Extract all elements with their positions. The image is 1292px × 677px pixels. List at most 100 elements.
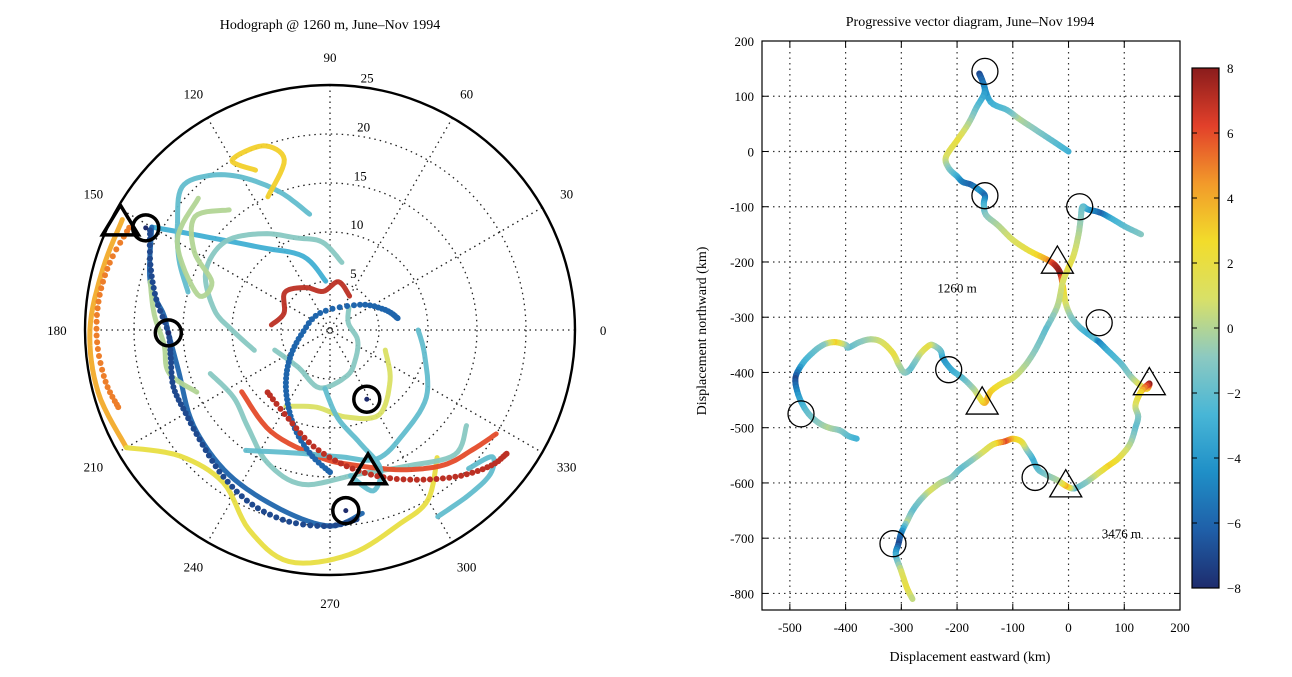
polar-radius-label: 5 xyxy=(350,266,357,281)
hodograph-circle-center xyxy=(364,396,370,402)
hodograph-point xyxy=(322,307,329,314)
colorbar-tick-label: −6 xyxy=(1227,516,1241,531)
hodograph-point xyxy=(168,364,175,371)
hodograph-track xyxy=(202,231,345,353)
pvd-xtick-label: -100 xyxy=(1001,620,1025,635)
hodograph-point xyxy=(216,468,223,475)
hodograph-track xyxy=(87,217,129,451)
hodograph-point xyxy=(157,307,164,314)
hodograph-point xyxy=(96,291,103,298)
hodograph-point xyxy=(102,378,109,385)
hodograph-panel: Hodograph @ 1260 m, June–Nov 1994 0 30 60 9… xyxy=(47,18,606,611)
pvd-xtick-label: -200 xyxy=(945,620,969,635)
polar-angle-label: 90 xyxy=(324,50,337,65)
hodograph-point xyxy=(368,471,374,478)
hodograph-point xyxy=(149,279,156,286)
hodograph-circle-marker xyxy=(352,384,382,414)
hodograph-point xyxy=(229,483,236,490)
hodograph-point xyxy=(196,436,203,443)
hodograph-point xyxy=(282,379,289,386)
pvd-axes-box xyxy=(761,40,1181,611)
hodograph-point xyxy=(269,396,276,403)
hodograph-point xyxy=(104,265,111,272)
hodograph-point xyxy=(99,366,106,373)
polar-angle-label: 240 xyxy=(184,560,204,575)
pvd-xlabel: Displacement eastward (km) xyxy=(890,650,1051,665)
hodograph-point xyxy=(187,420,194,427)
hodograph-point xyxy=(159,313,166,320)
pvd-ytick-label: -400 xyxy=(730,365,754,380)
hodograph-point xyxy=(439,475,446,482)
hodograph-point xyxy=(469,469,476,476)
pvd-xtick-label: 0 xyxy=(1065,620,1072,635)
hodograph-point xyxy=(167,350,174,357)
hodograph-point xyxy=(94,346,101,352)
hodograph-point xyxy=(94,339,101,346)
hodograph-point xyxy=(100,373,107,379)
hodograph-point xyxy=(209,457,216,464)
hodograph-point xyxy=(177,401,184,408)
hodograph-point xyxy=(124,228,130,235)
pvd-ytick-label: -300 xyxy=(730,310,754,325)
hodograph-point xyxy=(326,454,333,461)
polar-angle-label: 60 xyxy=(460,86,473,101)
colorbar-tick-label: 2 xyxy=(1227,256,1234,271)
pvd-triangle-marker xyxy=(965,385,1000,415)
hodograph-point xyxy=(317,310,324,316)
hodograph-point xyxy=(479,466,486,473)
pvd-xtick-label: -400 xyxy=(834,620,858,635)
hodograph-point xyxy=(314,522,321,529)
pvd-triangle-marker xyxy=(1048,468,1083,498)
hodograph-point xyxy=(146,242,153,249)
hodograph-point xyxy=(267,511,273,518)
hodograph-markers xyxy=(99,201,390,526)
hodograph-circle-center xyxy=(343,508,349,514)
polar-angle-label: 270 xyxy=(320,596,340,611)
hodograph-point xyxy=(273,400,280,407)
pvd-circle-marker xyxy=(971,57,999,86)
hodograph-point xyxy=(281,411,288,417)
pvd-xtick-label: 100 xyxy=(1115,620,1135,635)
hodograph-point xyxy=(315,447,322,454)
pvd-ytick-label: 0 xyxy=(748,144,755,159)
hodograph-track xyxy=(243,327,431,463)
pvd-circle-marker xyxy=(935,356,963,384)
hodograph-point xyxy=(282,383,289,390)
hodograph-point xyxy=(199,441,206,448)
hodograph-point xyxy=(153,296,160,303)
pvd-ytick-label: -200 xyxy=(730,255,754,270)
hodograph-point xyxy=(224,478,231,485)
hodograph-point xyxy=(169,379,176,386)
hodograph-point xyxy=(249,501,256,508)
pvd-grid xyxy=(762,41,1180,610)
polar-radius-label: 20 xyxy=(357,119,370,134)
hodograph-point xyxy=(329,305,336,312)
pvd-xtick-label: -500 xyxy=(778,620,802,635)
colorbar-tick-label: −4 xyxy=(1227,451,1241,466)
hodograph-point xyxy=(106,259,113,266)
hodograph-circle-marker xyxy=(331,495,361,526)
pvd-triangle-marker xyxy=(1040,244,1075,274)
hodograph-point xyxy=(351,302,357,309)
polar-radius-label: 15 xyxy=(354,168,367,183)
polar-labels: 0 30 60 90 120 150 180 210 240 270 300 330 5 10 15 20 25 xyxy=(47,50,606,611)
polar-radius-label: 10 xyxy=(350,217,363,232)
hodograph-point xyxy=(277,405,284,412)
hodograph-circle-center xyxy=(143,225,149,231)
hodograph-point xyxy=(273,514,280,521)
hodograph-point xyxy=(357,301,363,308)
pvd-ytick-label: -600 xyxy=(730,476,754,491)
hodograph-point xyxy=(95,298,102,305)
polar-angle-label: 180 xyxy=(47,323,67,338)
hodograph-point xyxy=(433,476,440,482)
hodograph-point xyxy=(427,476,433,483)
pvd-ytick-label: -500 xyxy=(730,421,754,436)
hodograph-point xyxy=(393,476,400,482)
hodograph-point xyxy=(344,303,351,309)
hodograph-circle-marker xyxy=(153,318,184,348)
hodograph-point xyxy=(285,415,292,422)
hodograph-point xyxy=(420,476,427,483)
hodograph-point xyxy=(190,425,197,432)
pvd-circle-marker xyxy=(1085,309,1113,337)
hodograph-point xyxy=(147,231,153,237)
